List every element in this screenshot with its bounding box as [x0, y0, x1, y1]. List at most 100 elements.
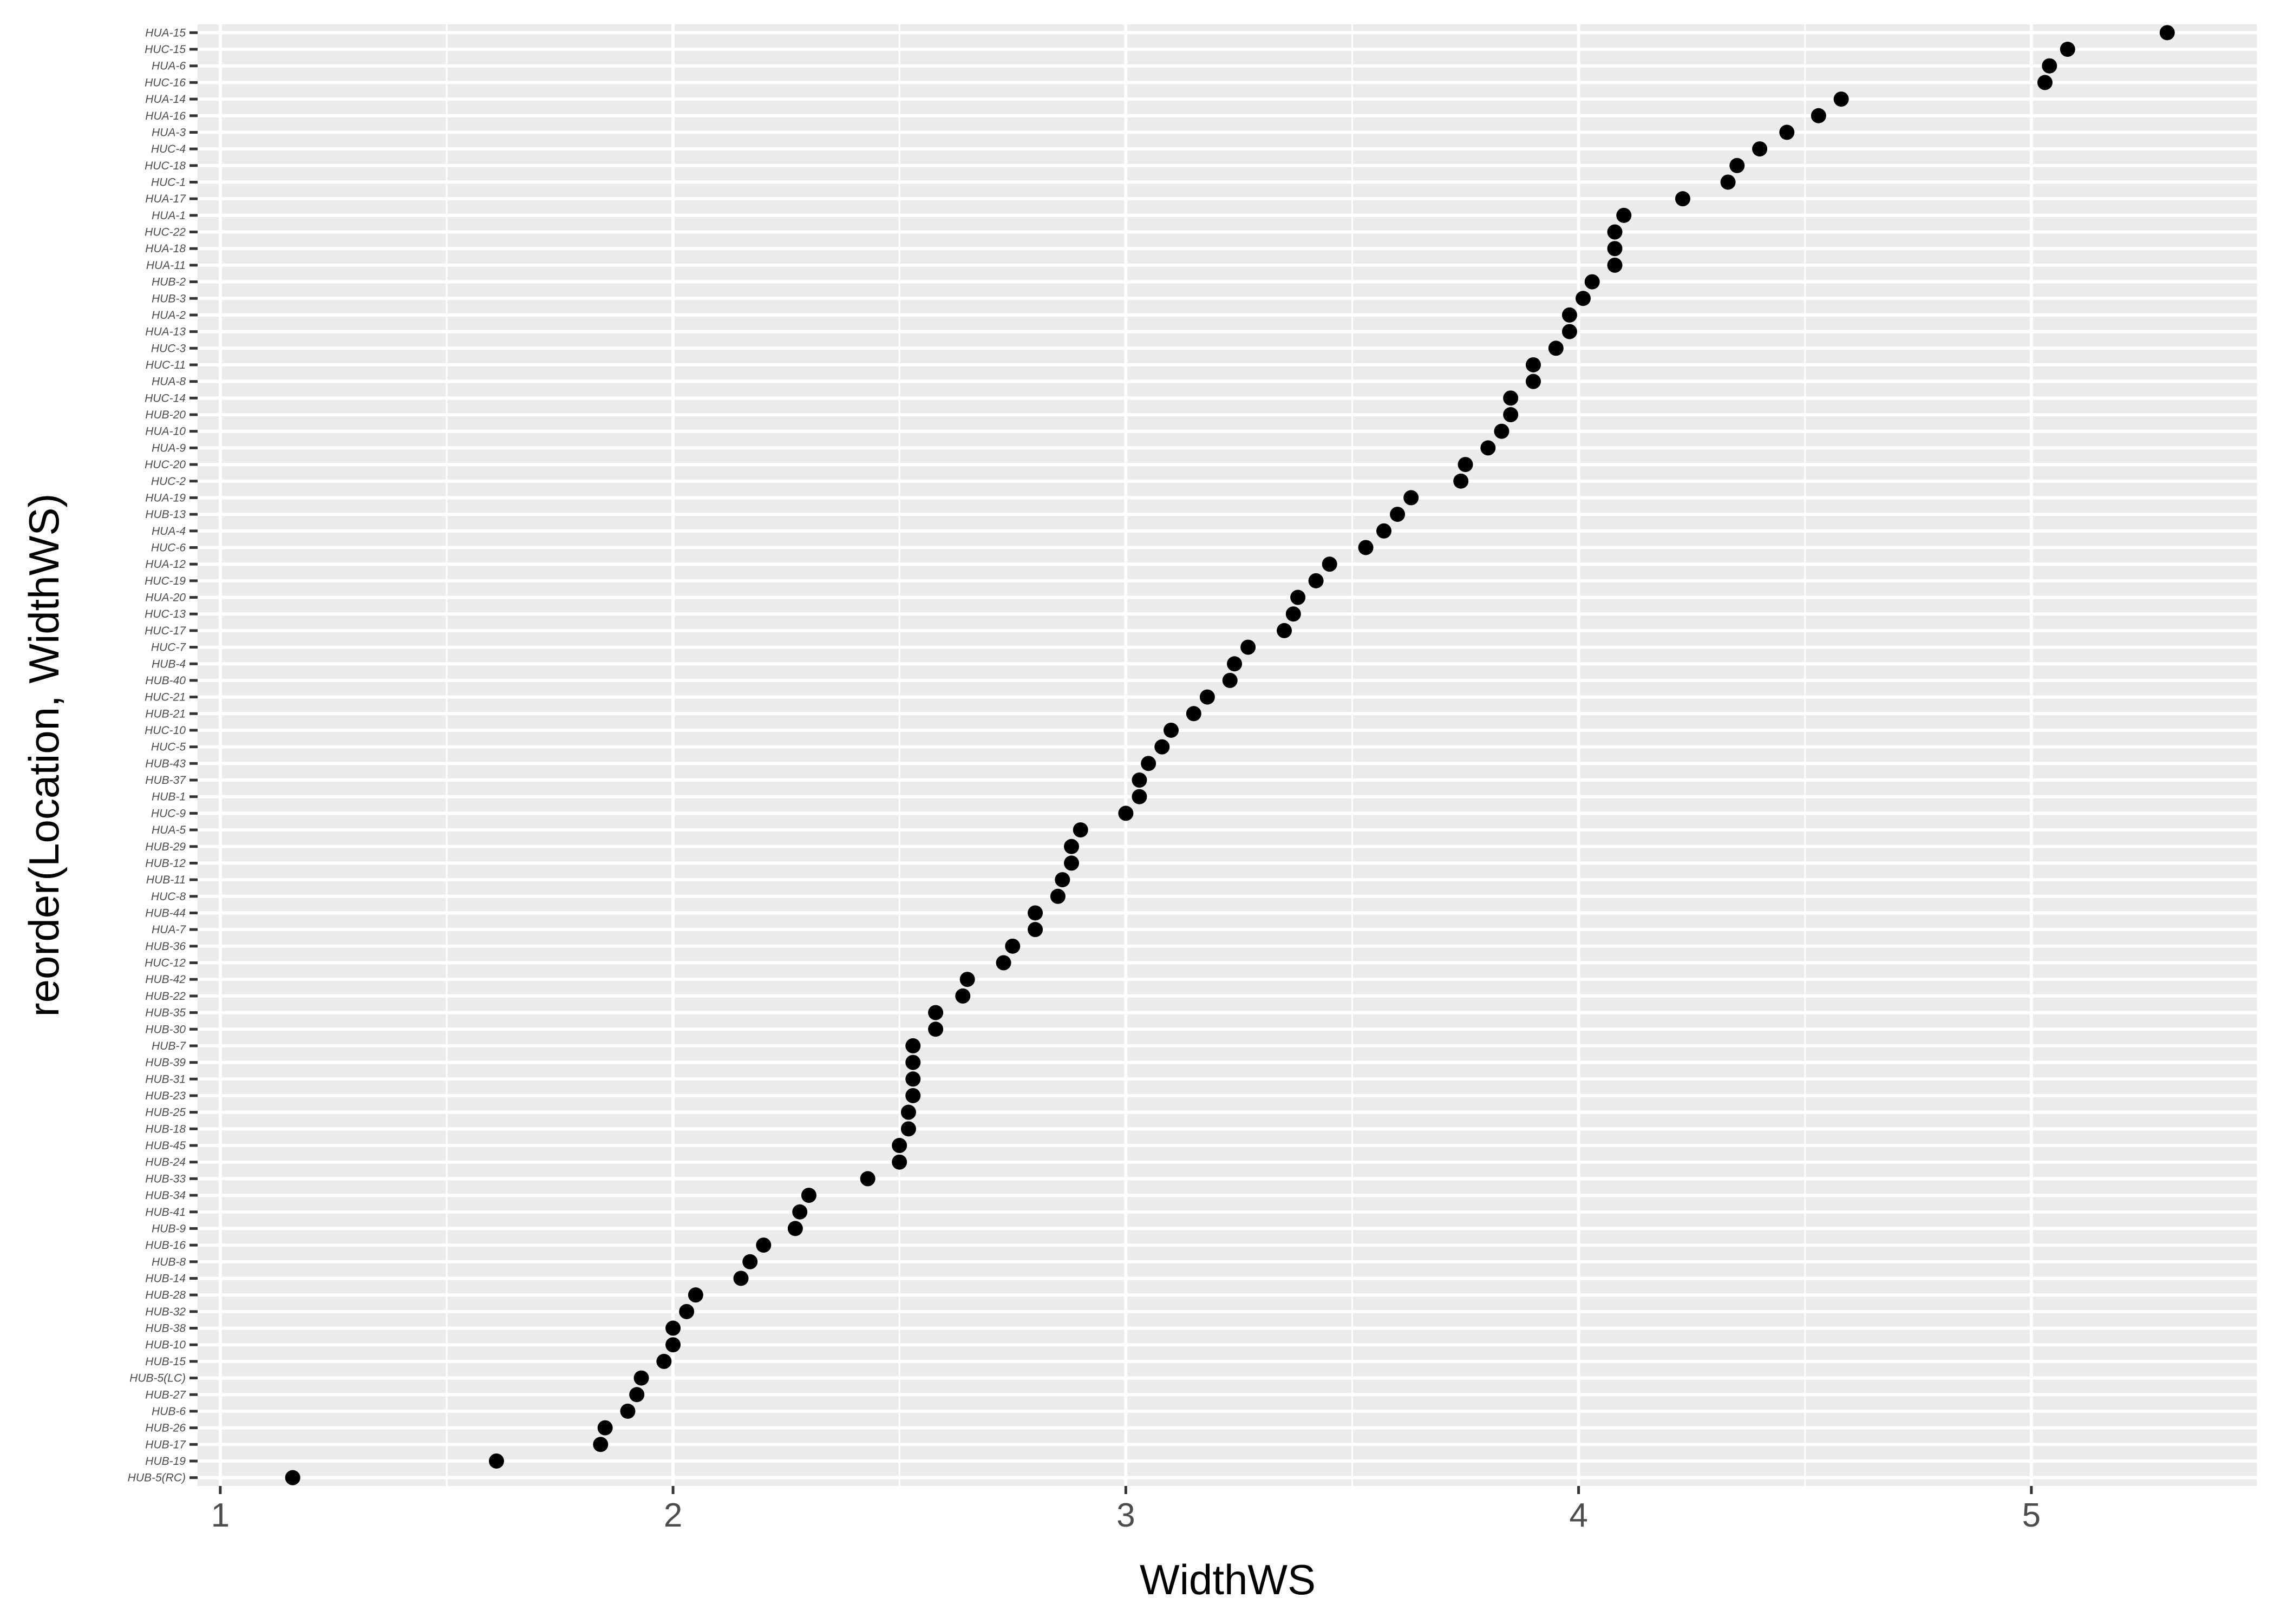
data-point	[1050, 888, 1066, 904]
x-tick-label: 3	[1116, 1497, 1135, 1534]
data-point	[1308, 573, 1324, 588]
y-tick-label: HUA-3	[152, 126, 186, 139]
y-tick-label: HUB-27	[145, 1389, 186, 1401]
y-tick-label: HUB-18	[145, 1123, 186, 1135]
y-tick-label: HUA-14	[145, 93, 186, 106]
data-point	[665, 1320, 681, 1336]
data-point	[733, 1271, 749, 1286]
x-tick-label: 2	[664, 1497, 682, 1534]
data-point	[620, 1403, 636, 1419]
data-point	[285, 1470, 300, 1485]
data-point	[1525, 357, 1541, 372]
data-point	[905, 1071, 921, 1087]
data-point	[892, 1138, 907, 1154]
data-point	[1607, 257, 1623, 273]
data-point	[1607, 241, 1623, 257]
data-point	[1073, 822, 1088, 838]
y-tick-label: HUA-4	[152, 525, 186, 538]
data-point	[1584, 274, 1600, 290]
data-point	[928, 1005, 944, 1020]
y-tick-label: HUC-1	[151, 176, 186, 188]
data-point	[679, 1304, 695, 1319]
data-point	[1503, 390, 1519, 406]
data-point	[1675, 191, 1690, 207]
y-tick-label: HUC-11	[146, 359, 186, 371]
y-tick-label: HUB-10	[145, 1339, 186, 1351]
y-tick-label: HUC-4	[151, 143, 186, 155]
y-tick-label: HUB-38	[145, 1322, 186, 1335]
y-tick-label: HUB-36	[145, 940, 186, 953]
y-tick-label: HUB-21	[145, 708, 186, 720]
data-point	[905, 1055, 921, 1070]
y-tick-label: HUC-13	[145, 608, 186, 620]
data-point	[1729, 158, 1745, 173]
data-point	[1575, 291, 1591, 306]
y-tick-label: HUC-2	[151, 475, 186, 488]
y-tick-label: HUB-2	[152, 276, 186, 289]
y-tick-label: HUC-3	[151, 342, 186, 355]
y-tick-label: HUC-12	[145, 957, 186, 970]
data-point	[597, 1420, 613, 1436]
data-point	[1005, 938, 1021, 954]
data-point	[1186, 706, 1201, 722]
y-tick-label: HUB-15	[145, 1355, 186, 1368]
y-tick-label: HUB-43	[145, 757, 186, 770]
y-tick-label: HUA-17	[145, 193, 186, 205]
data-point	[1616, 207, 1632, 223]
data-point	[955, 988, 971, 1004]
data-point	[1480, 440, 1496, 456]
data-point	[787, 1221, 803, 1236]
y-tick-label: HUC-18	[145, 160, 186, 172]
y-tick-label: HUC-14	[145, 392, 186, 404]
y-tick-label: HUC-15	[145, 43, 186, 56]
y-tick-label: HUB-26	[145, 1422, 186, 1435]
data-point	[860, 1171, 875, 1187]
data-point	[1503, 407, 1519, 423]
y-tick-label: HUB-5(LC)	[129, 1372, 186, 1385]
y-tick-label: HUB-44	[145, 907, 186, 919]
y-tick-label: HUC-8	[151, 890, 186, 903]
y-tick-label: HUA-7	[152, 924, 186, 936]
y-tick-label: HUB-23	[145, 1090, 186, 1102]
y-tick-label: HUB-35	[145, 1007, 186, 1019]
grid-lines	[198, 24, 2259, 1486]
data-point	[996, 955, 1011, 971]
y-tick-label: HUC-16	[145, 76, 186, 89]
y-tick-label: HUB-20	[145, 409, 186, 421]
data-point	[1494, 423, 1510, 439]
y-tick-label: HUB-31	[145, 1073, 186, 1085]
data-point	[1227, 656, 1243, 672]
data-point	[1132, 772, 1147, 788]
data-point	[905, 1038, 921, 1053]
y-tick-label: HUB-8	[152, 1256, 186, 1268]
y-tick-label: HUC-7	[151, 641, 186, 654]
y-tick-label: HUB-13	[145, 508, 186, 521]
y-tick-label: HUA-9	[152, 442, 186, 454]
y-tick-label: HUB-34	[145, 1189, 186, 1202]
data-point	[488, 1453, 504, 1469]
x-tick-label: 5	[2022, 1497, 2041, 1534]
data-point	[1752, 141, 1768, 157]
y-tick-label: HUB-24	[145, 1156, 186, 1169]
y-tick-label: HUB-17	[145, 1438, 186, 1451]
data-point	[1720, 174, 1736, 190]
x-tick-label: 1	[211, 1497, 230, 1534]
data-point	[1063, 839, 1079, 854]
data-point	[665, 1337, 681, 1353]
data-point	[1390, 507, 1406, 522]
y-tick-label: HUB-30	[145, 1023, 186, 1036]
y-tick-label: HUB-45	[145, 1140, 186, 1152]
y-tick-label: HUB-41	[145, 1206, 186, 1219]
data-point	[1222, 672, 1238, 688]
y-axis: HUB-5(RC) HUB-19 HUB-17 HUB-26 HUB-6 HUB-27 HU…	[128, 27, 198, 1484]
data-point	[1063, 855, 1079, 871]
y-tick-label: HUB-37	[145, 774, 186, 787]
y-tick-label: HUB-1	[152, 791, 186, 803]
y-tick-label: HUC-20	[145, 459, 186, 471]
data-point	[2159, 25, 2175, 41]
y-tick-label: HUB-11	[146, 874, 186, 886]
y-tick-label: HUA-15	[145, 27, 186, 39]
y-tick-label: HUA-16	[145, 110, 186, 122]
x-tick-label: 4	[1569, 1497, 1587, 1534]
y-tick-label: HUB-19	[145, 1455, 186, 1468]
